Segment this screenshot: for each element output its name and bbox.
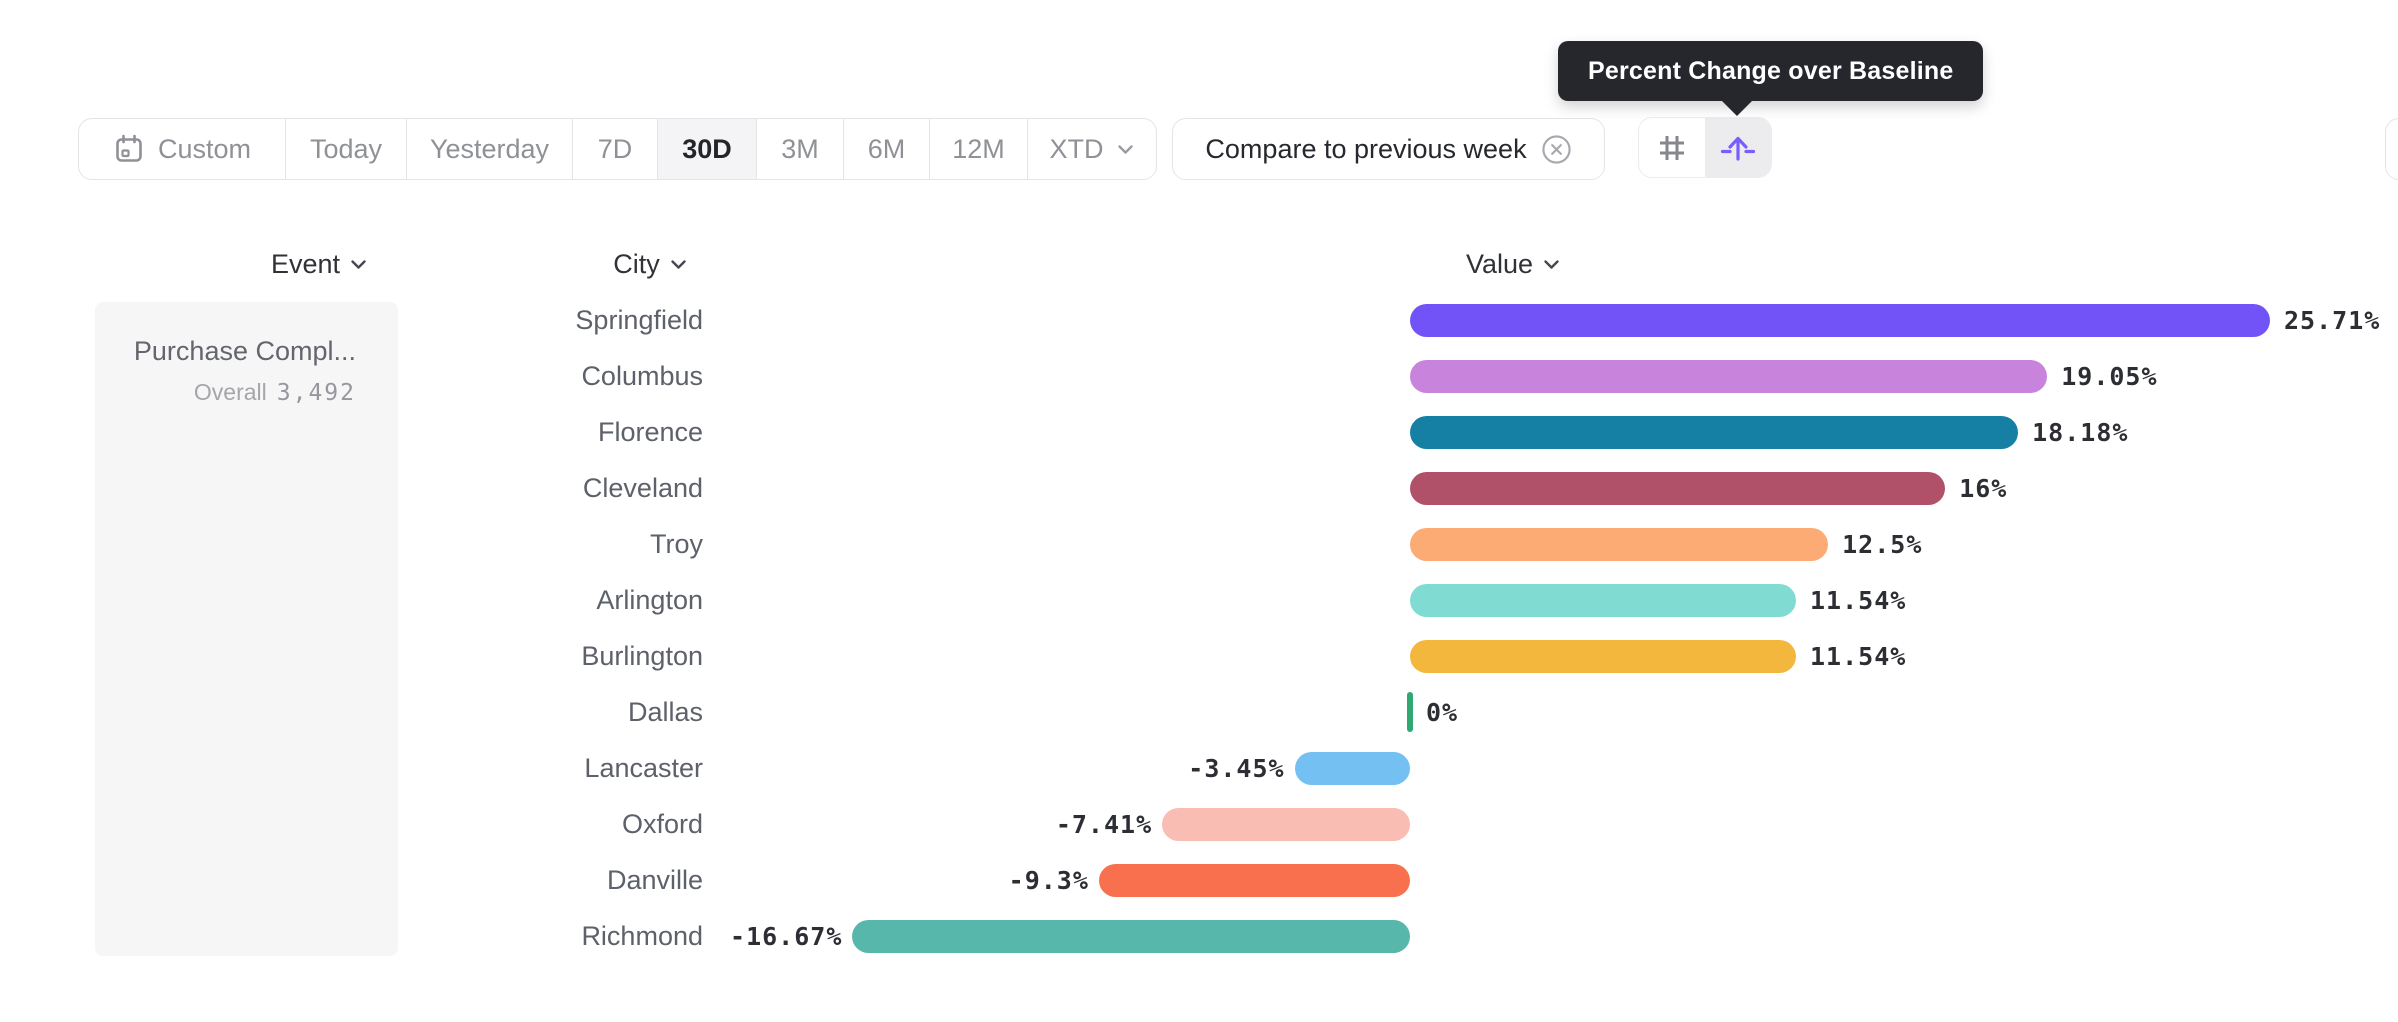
column-header-city[interactable]: City (520, 248, 780, 280)
value-label: 19.05% (2061, 362, 2158, 391)
column-header-label: Event (270, 248, 341, 279)
date-range-6m[interactable]: 6M (843, 119, 929, 179)
grid-view-button[interactable] (1639, 118, 1705, 177)
city-label: Oxford (621, 809, 703, 839)
bar-troy[interactable] (1410, 527, 1829, 561)
city-label: Troy (650, 529, 703, 559)
chart-row-richmond: Richmond -16.67% (0, 908, 2398, 964)
chevron-down-icon (1544, 259, 1559, 269)
bar-columbus[interactable] (1410, 359, 2048, 393)
hash-grid-icon (1660, 135, 1684, 160)
bar-burlington[interactable] (1410, 639, 1796, 673)
arrow-up-baseline-icon (1720, 136, 1756, 161)
city-label: Lancaster (584, 753, 703, 783)
date-range-label: 30D (682, 133, 732, 164)
city-label: Richmond (581, 921, 703, 951)
date-range-today[interactable]: Today (285, 119, 406, 179)
column-header-value[interactable]: Value (1383, 248, 1643, 280)
chart-row-dallas: Dallas 0% (0, 684, 2398, 740)
bar-lancaster[interactable] (1294, 751, 1410, 785)
tooltip-caret (1720, 99, 1754, 116)
chart-row-columbus: Columbus 19.05% (0, 348, 2398, 404)
date-range-label: 12M (952, 133, 1005, 164)
chart-row-cleveland: Cleveland 16% (0, 460, 2398, 516)
date-range-3m[interactable]: 3M (756, 119, 843, 179)
date-range-custom[interactable]: Custom (79, 119, 285, 179)
value-label: 11.54% (1810, 586, 1907, 615)
chevron-down-icon (671, 259, 686, 269)
chart-row-oxford: Oxford -7.41% (0, 796, 2398, 852)
compare-label: Compare to previous week (1205, 133, 1527, 164)
date-range-label: 6M (867, 133, 906, 164)
column-header-label: Value (1465, 248, 1534, 279)
bar-oxford[interactable] (1162, 807, 1410, 841)
city-label: Arlington (596, 585, 703, 615)
compare-button[interactable]: Compare to previous week (1172, 118, 1605, 180)
circle-x-icon[interactable] (1541, 134, 1572, 165)
city-label: Springfield (575, 305, 703, 335)
city-label: Dallas (627, 697, 703, 727)
value-label: -16.67% (730, 922, 843, 951)
event-overall: Overall 3,492 (193, 379, 356, 406)
value-label: 18.18% (2032, 418, 2129, 447)
date-range-yesterday[interactable]: Yesterday (406, 119, 572, 179)
bar-florence[interactable] (1410, 415, 2019, 449)
city-label: Burlington (581, 641, 703, 671)
city-label: Columbus (581, 361, 703, 391)
tooltip-percent-change: Percent Change over Baseline (1558, 41, 1984, 101)
event-overall-value: 3,492 (276, 380, 356, 406)
event-cell[interactable]: Purchase Compl... Overall 3,492 (95, 302, 398, 956)
city-label: Cleveland (582, 473, 703, 503)
chart-row-arlington: Arlington 11.54% (0, 572, 2398, 628)
value-label: 16% (1959, 474, 2008, 503)
date-range-12m[interactable]: 12M (929, 119, 1027, 179)
chart-row-danville: Danville -9.3% (0, 852, 2398, 908)
bar-richmond[interactable] (852, 919, 1410, 953)
overflow-button[interactable] (2385, 118, 2398, 180)
value-label: -3.45% (1188, 754, 1285, 783)
event-name: Purchase Compl... (133, 336, 356, 366)
date-range-7d[interactable]: 7D (572, 119, 657, 179)
zero-baseline-marker[interactable] (1407, 692, 1413, 732)
chart-row-troy: Troy 12.5% (0, 516, 2398, 572)
chart-row-burlington: Burlington 11.54% (0, 628, 2398, 684)
value-label: -9.3% (1008, 866, 1089, 895)
date-range-label: Today (309, 133, 383, 164)
column-header-label: City (613, 248, 660, 279)
value-label: 25.71% (2283, 306, 2381, 335)
date-range-label: Yesterday (429, 133, 550, 164)
date-range-label: 7D (597, 133, 633, 164)
view-toggle-group (1638, 117, 1772, 178)
value-label: 11.54% (1810, 642, 1907, 671)
date-range-label: Custom (157, 133, 252, 164)
city-label: Danville (606, 865, 703, 895)
chevron-down-icon (1117, 144, 1133, 154)
bar-cleveland[interactable] (1410, 471, 1946, 505)
date-range-label: 3M (781, 133, 819, 164)
column-header-event[interactable]: Event (189, 248, 449, 280)
value-label: 0% (1426, 698, 1459, 727)
value-label: 12.5% (1842, 530, 1923, 559)
date-range-control: Custom Today Yesterday 7D 30D 3M 6M 12M XTD (78, 118, 1157, 180)
chart-row-springfield: Springfield 25.71% (0, 292, 2398, 348)
chevron-down-icon (351, 259, 366, 269)
bar-arlington[interactable] (1410, 583, 1796, 617)
date-range-label: XTD (1049, 133, 1104, 164)
date-range-30d[interactable]: 30D (657, 119, 756, 179)
value-label: -7.41% (1055, 810, 1153, 839)
date-range-xtd[interactable]: XTD (1027, 119, 1155, 179)
calendar-icon (116, 134, 142, 162)
bar-danville[interactable] (1098, 863, 1410, 897)
bar-springfield[interactable] (1410, 303, 2270, 337)
city-label: Florence (597, 417, 703, 447)
baseline-view-button[interactable] (1705, 118, 1771, 177)
tooltip-text: Percent Change over Baseline (1588, 56, 1954, 85)
chart-row-lancaster: Lancaster -3.45% (0, 740, 2398, 796)
chart-row-florence: Florence 18.18% (0, 404, 2398, 460)
